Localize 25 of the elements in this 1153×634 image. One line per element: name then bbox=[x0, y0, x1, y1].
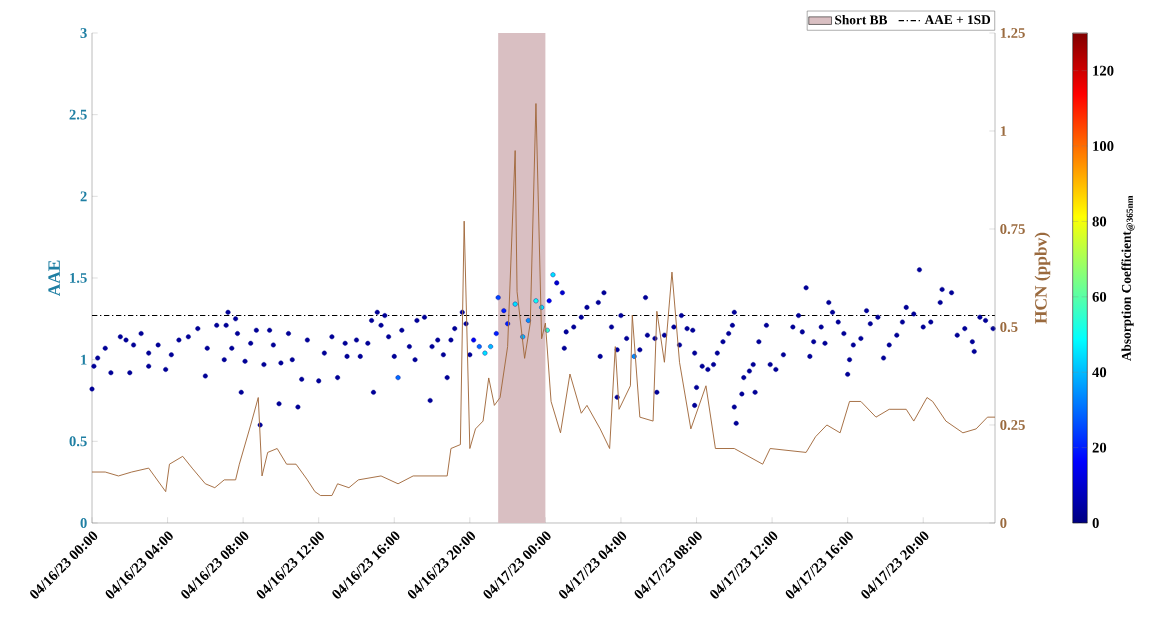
color-bar-label: 20 bbox=[1092, 442, 1107, 453]
color-bar-label: 100 bbox=[1093, 141, 1114, 152]
y-tick-label: 2.5 bbox=[69, 109, 87, 120]
y-tick-label: 0 bbox=[80, 518, 87, 528]
y-tick-label: 0.5 bbox=[69, 436, 87, 447]
color-bar-label: 60 bbox=[1092, 291, 1107, 302]
y2-axis-title: HCN (ppbv) bbox=[1034, 232, 1051, 324]
color-bar-label: 120 bbox=[1093, 65, 1114, 76]
y2-tick-label: 1.25 bbox=[1000, 28, 1025, 38]
color-bar-label: 0 bbox=[1092, 518, 1099, 528]
y2-tick-label: 0.5 bbox=[1000, 322, 1018, 332]
legend-label: AAE + 1SD bbox=[924, 15, 991, 25]
y-tick-label: 1.5 bbox=[70, 273, 87, 283]
y2-tick-label: 0.75 bbox=[1000, 224, 1025, 234]
y-tick-label: 3 bbox=[80, 28, 87, 38]
legend-label: Short BB bbox=[835, 15, 888, 25]
y-axis-title: AAE bbox=[48, 260, 60, 297]
color-bar-label: 40 bbox=[1092, 367, 1107, 378]
y-tick-label: 1 bbox=[81, 354, 87, 365]
color-bar-label: 80 bbox=[1092, 216, 1107, 227]
y2-tick-label: 0 bbox=[1000, 518, 1007, 528]
y2-tick-label: 0.25 bbox=[1000, 420, 1025, 430]
color-bar-title: Absorption Coefficient$_{@365nm}$ bbox=[1121, 195, 1135, 362]
y-tick-label: 2 bbox=[80, 191, 87, 202]
y2-tick-label: 1 bbox=[1000, 126, 1007, 136]
